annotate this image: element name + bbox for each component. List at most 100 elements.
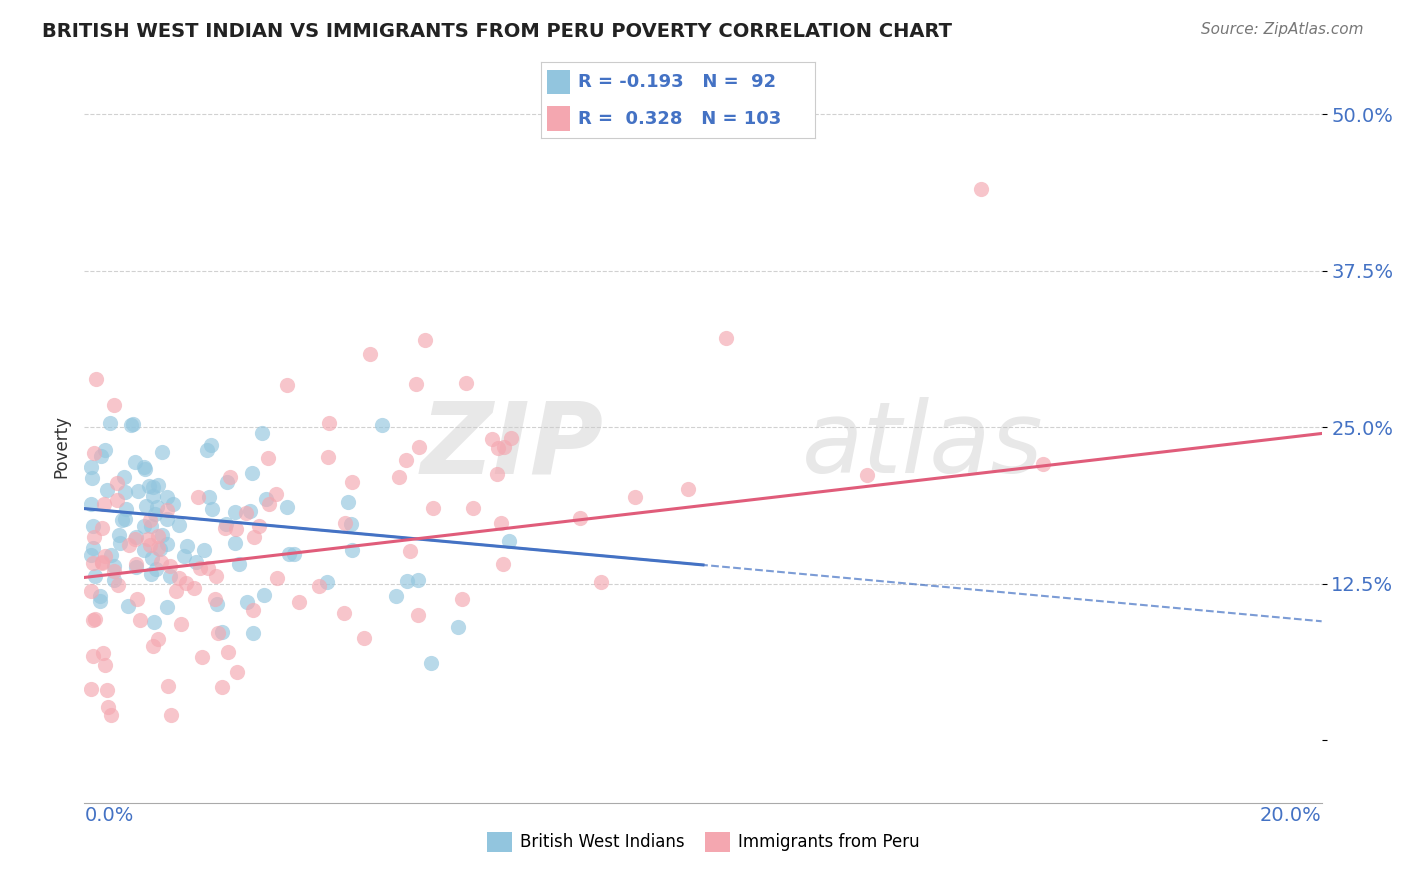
Point (159, 559, 181, 574)
Point (149, 555, 172, 569)
Point (114, 511, 136, 525)
Point (266, 571, 288, 585)
Point (138, 479, 160, 493)
Point (91, 556, 114, 570)
Point (79, 460, 101, 475)
Point (406, 607, 429, 622)
Point (136, 532, 159, 546)
Point (98, 416, 121, 430)
Point (91, 520, 114, 534)
Point (461, 501, 484, 516)
Point (217, 475, 239, 489)
Point (79, 548, 101, 562)
Point (103, 573, 125, 587)
Point (1032, 457, 1054, 471)
Point (94, 549, 117, 563)
Point (145, 500, 167, 514)
Point (103, 564, 125, 578)
Point (254, 491, 277, 506)
Point (498, 534, 520, 549)
Point (139, 566, 162, 581)
Point (170, 617, 193, 632)
Point (139, 513, 162, 527)
Point (142, 480, 165, 494)
Point (148, 477, 170, 491)
Point (108, 528, 131, 542)
Point (156, 491, 179, 505)
Point (117, 599, 139, 613)
Point (124, 455, 146, 469)
Point (198, 490, 221, 504)
Point (385, 589, 408, 603)
Point (145, 561, 167, 575)
Point (110, 535, 132, 549)
Point (214, 521, 236, 535)
Point (589, 574, 612, 589)
Point (446, 620, 468, 634)
Text: Source: ZipAtlas.com: Source: ZipAtlas.com (1201, 22, 1364, 37)
Point (156, 512, 179, 526)
Point (84, 568, 107, 582)
Point (94, 657, 117, 672)
Point (82, 519, 104, 533)
Y-axis label: Poverty: Poverty (52, 415, 70, 477)
Point (264, 487, 287, 501)
Point (165, 584, 187, 599)
Point (242, 602, 264, 616)
Point (242, 625, 264, 640)
Point (139, 538, 162, 552)
Point (340, 475, 363, 490)
Point (569, 510, 592, 524)
Point (492, 440, 515, 454)
Point (105, 493, 128, 508)
Text: atlas: atlas (801, 398, 1043, 494)
Point (454, 376, 477, 391)
Point (146, 632, 169, 647)
Point (318, 416, 340, 430)
Point (485, 467, 508, 481)
Point (257, 451, 280, 466)
Text: BRITISH WEST INDIAN VS IMMIGRANTS FROM PERU POVERTY CORRELATION CHART: BRITISH WEST INDIAN VS IMMIGRANTS FROM P… (42, 22, 952, 41)
Point (714, 331, 737, 345)
Point (125, 530, 148, 544)
Point (276, 500, 298, 515)
FancyBboxPatch shape (547, 70, 569, 95)
Point (143, 507, 166, 521)
Point (201, 502, 224, 516)
Point (316, 574, 339, 589)
Point (96, 483, 118, 498)
Point (187, 490, 209, 504)
Point (422, 501, 444, 516)
Point (141, 551, 163, 566)
Point (132, 543, 155, 558)
Point (450, 592, 472, 607)
Point (150, 445, 173, 459)
Point (111, 513, 134, 527)
Point (93, 497, 115, 511)
Point (200, 438, 222, 452)
Point (337, 495, 360, 509)
Point (84, 612, 107, 626)
Point (215, 516, 238, 531)
Point (396, 574, 419, 588)
Point (226, 665, 249, 679)
Point (413, 333, 436, 347)
Point (855, 468, 877, 483)
Point (79, 497, 101, 511)
Point (333, 606, 356, 620)
Point (80, 471, 103, 485)
Point (127, 483, 149, 498)
Point (678, 483, 700, 497)
Point (118, 538, 141, 552)
Point (318, 450, 340, 465)
Point (80, 681, 103, 696)
Point (489, 516, 512, 530)
Point (406, 573, 429, 587)
Point (141, 518, 163, 533)
Point (156, 503, 179, 517)
Point (93, 646, 115, 660)
Point (82, 613, 104, 627)
Point (83, 445, 105, 459)
Point (103, 558, 125, 573)
Point (135, 500, 157, 514)
